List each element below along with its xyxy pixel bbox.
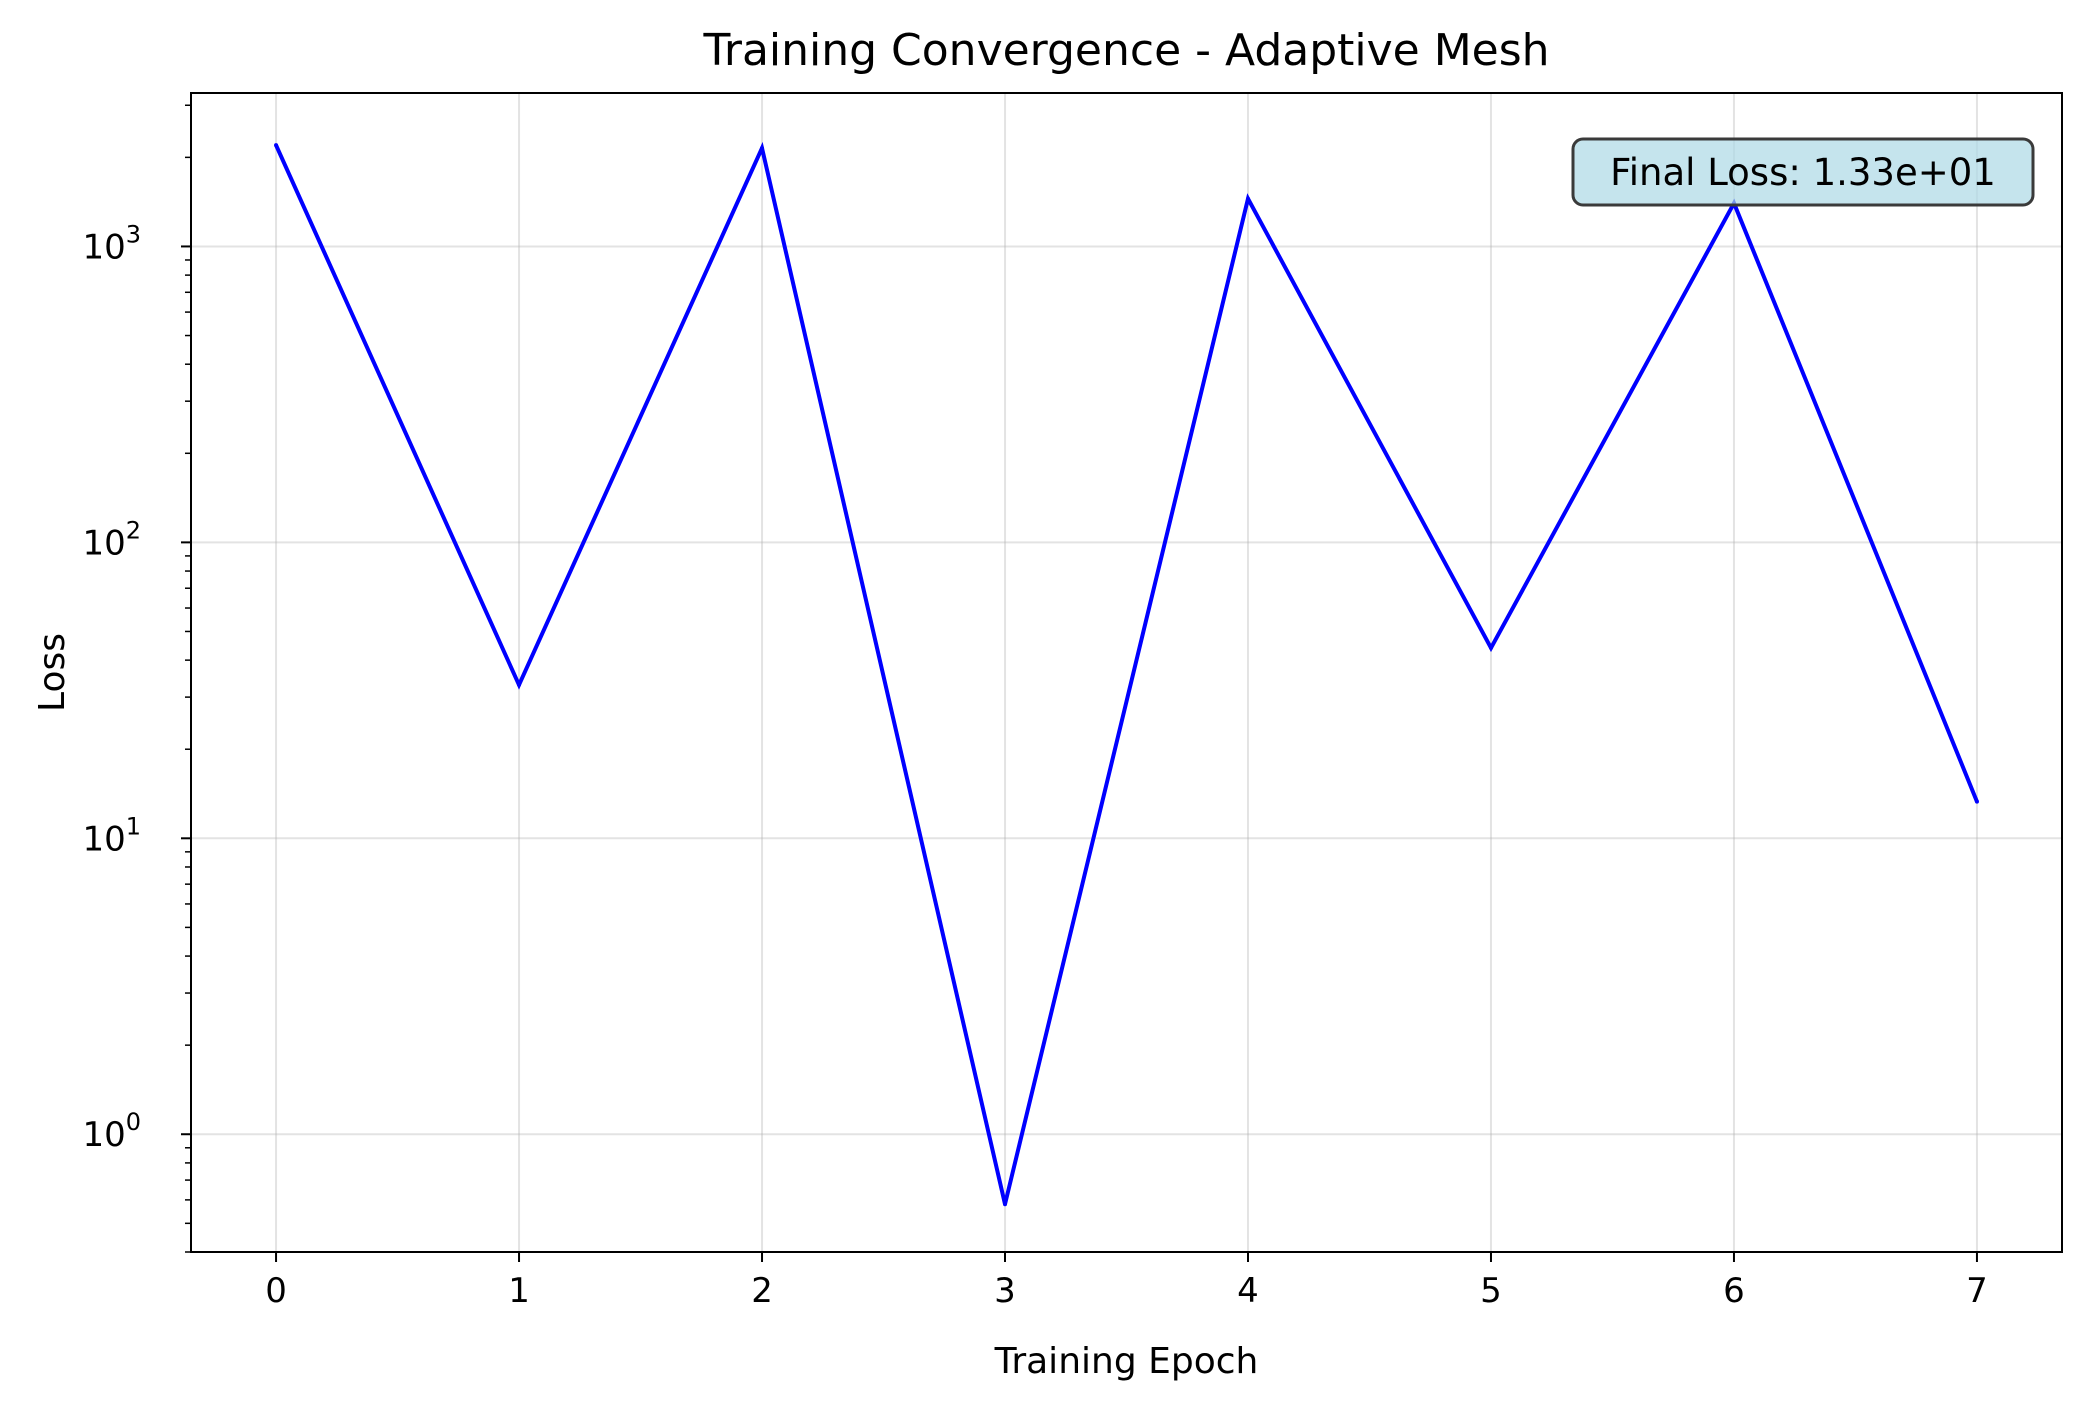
y-tick-label: 101 <box>82 812 141 859</box>
final-loss-annotation: Final Loss: 1.33e+01 <box>1571 137 2035 207</box>
x-tick-label: 3 <box>994 1271 1016 1311</box>
x-tick-label: 5 <box>1480 1271 1502 1311</box>
x-tick-label: 6 <box>1723 1271 1745 1311</box>
x-tick-label: 2 <box>751 1271 773 1311</box>
x-tick-label: 4 <box>1237 1271 1259 1311</box>
y-tick-label: 103 <box>82 220 141 267</box>
x-tick-label: 7 <box>1966 1271 1988 1311</box>
annotation-text: Final Loss: 1.33e+01 <box>1610 151 1996 194</box>
loss-point <box>1974 799 1979 804</box>
x-axis-label: Training Epoch <box>994 1341 1259 1382</box>
loss-point <box>274 143 279 148</box>
loss-line <box>274 141 1979 1205</box>
y-axis-label: Loss <box>32 633 73 712</box>
chart-title: Training Convergence - Adaptive Mesh <box>702 25 1549 76</box>
grid-layer <box>191 93 2062 1252</box>
y-tick-label: 102 <box>82 516 141 563</box>
loss-point <box>1245 196 1250 201</box>
loss-point <box>760 146 765 151</box>
ticks-layer: 0 1 2 3 4 5 6 7 100 101 102 103 <box>82 104 1988 1311</box>
x-tick-label: 0 <box>265 1271 287 1311</box>
x-tick-label: 1 <box>508 1271 530 1311</box>
loss-point <box>517 682 522 687</box>
plot-area-frame <box>190 92 2063 1253</box>
annotation-box <box>1571 137 2035 207</box>
loss-point <box>1003 1202 1008 1207</box>
series-layer <box>274 141 1979 1207</box>
loss-point <box>1488 645 1493 650</box>
y-tick-label: 100 <box>82 1108 141 1155</box>
